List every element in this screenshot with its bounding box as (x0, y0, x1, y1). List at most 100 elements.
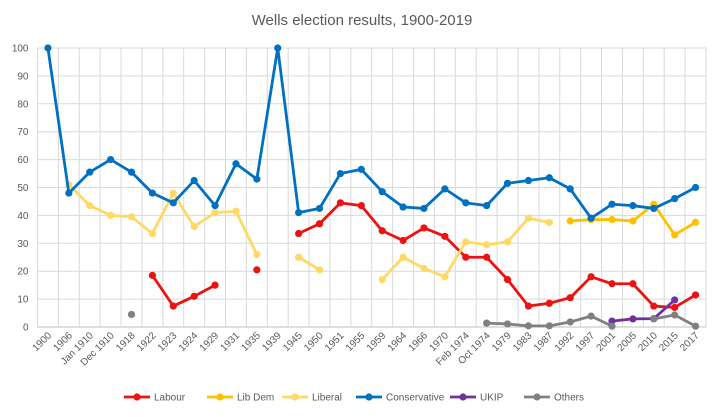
data-point (608, 322, 616, 330)
data-point (420, 204, 428, 213)
y-tick-label: 80 (17, 99, 29, 110)
legend-marker (216, 393, 224, 401)
data-point (629, 280, 637, 288)
x-tick-label: 2001 (595, 330, 619, 354)
y-tick-label: 40 (17, 211, 29, 222)
y-axis-ticks: 0 10 20 30 40 50 60 70 80 90 100 (12, 44, 29, 334)
y-tick-label: 30 (17, 239, 29, 250)
x-tick-label: 1922 (135, 330, 159, 354)
data-point (566, 217, 574, 225)
data-point (483, 253, 491, 261)
legend-item-lib-dem: Lib Dem (207, 393, 274, 404)
data-point (524, 302, 533, 310)
data-point (357, 165, 365, 173)
legend-item-conservative: Conservative (356, 393, 445, 404)
legend-label: Others (554, 393, 584, 404)
data-point (253, 266, 261, 274)
data-point (127, 310, 136, 319)
data-point (232, 160, 240, 168)
legend-item-labour: Labour (124, 393, 186, 404)
data-point (44, 44, 52, 52)
x-tick-label: 1983 (511, 330, 535, 354)
data-point (608, 200, 616, 208)
data-point (650, 302, 658, 310)
data-point (671, 311, 679, 319)
x-tick-label: 1951 (323, 330, 347, 354)
x-tick-label: 1935 (239, 330, 263, 354)
x-tick-label: 1992 (553, 330, 577, 354)
data-point (608, 317, 616, 325)
data-point (378, 275, 386, 284)
x-tick-label: 1945 (281, 330, 305, 354)
data-point (420, 224, 428, 232)
data-point (169, 199, 177, 207)
x-tick-label: 2015 (657, 330, 681, 354)
data-point (503, 320, 512, 328)
data-point (566, 318, 574, 326)
x-tick-label: 2005 (615, 330, 639, 354)
x-tick-label: 1964 (386, 330, 410, 354)
series-conservative (44, 44, 700, 222)
data-point (399, 236, 407, 245)
data-point (253, 250, 261, 259)
y-tick-label: 100 (12, 44, 29, 55)
data-point (587, 312, 595, 320)
x-tick-label: 2017 (678, 330, 702, 354)
legend-item-liberal: Liberal (282, 393, 342, 404)
data-point (545, 174, 553, 182)
data-point (503, 275, 512, 284)
legend-item-others: Others (524, 393, 584, 404)
legend-marker (459, 393, 467, 401)
legend-marker (291, 393, 299, 401)
x-tick-label: 1929 (198, 330, 222, 354)
series-line (46, 46, 697, 220)
y-tick-label: 50 (17, 183, 29, 194)
data-point (545, 218, 553, 226)
legend-label: Liberal (312, 393, 342, 404)
data-point (169, 302, 177, 310)
x-tick-label: 1918 (114, 330, 138, 354)
y-tick-label: 70 (17, 127, 29, 138)
data-point (295, 209, 303, 217)
y-tick-label: 20 (17, 267, 29, 278)
data-point (190, 176, 198, 185)
data-point (524, 322, 533, 330)
data-point (399, 203, 407, 211)
data-point (524, 176, 533, 185)
data-point (566, 185, 574, 193)
data-point (691, 183, 700, 192)
data-point (483, 319, 491, 327)
data-point (315, 266, 324, 274)
data-point (378, 188, 386, 196)
series-line (151, 274, 216, 308)
y-tick-label: 10 (17, 295, 29, 306)
data-point (650, 204, 658, 213)
x-tick-label: 1923 (156, 330, 180, 354)
data-point (86, 202, 94, 210)
x-tick-label: 1979 (490, 330, 514, 354)
data-point (691, 291, 700, 299)
data-point (608, 280, 616, 288)
data-point (86, 168, 94, 176)
y-tick-label: 60 (17, 155, 29, 166)
data-point (274, 44, 282, 52)
x-tick-label: 1997 (574, 330, 598, 354)
data-point (608, 215, 616, 224)
legend: Labour Lib Dem Liberal Conservative UKIP Othe… (124, 393, 584, 404)
series-line (611, 298, 676, 323)
data-point (211, 209, 219, 217)
data-point (127, 168, 136, 176)
data-point (190, 222, 198, 231)
data-point (483, 202, 491, 210)
data-point (295, 229, 303, 238)
data-point (148, 271, 156, 279)
legend-marker (133, 393, 141, 401)
data-point (253, 175, 261, 183)
series-group (44, 44, 700, 330)
data-point (232, 207, 240, 215)
data-point (211, 281, 219, 289)
data-point (545, 322, 553, 330)
data-point (295, 253, 303, 261)
data-point (315, 204, 324, 213)
data-point (629, 217, 637, 225)
